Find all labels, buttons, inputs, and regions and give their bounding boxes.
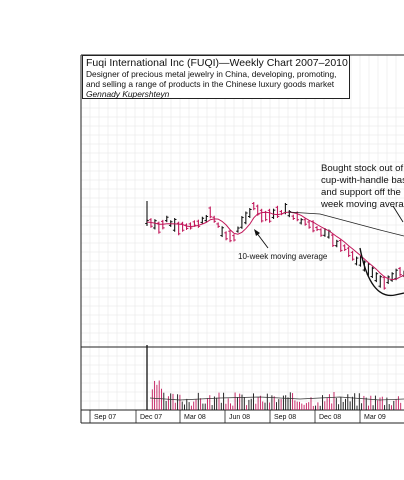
x-tick-label: Jun 08 <box>229 414 250 421</box>
volume-moving-average-line <box>149 396 404 401</box>
caption-description-line1: Designer of precious metal jewelry in Ch… <box>86 69 337 79</box>
x-tick-label: Dec 08 <box>319 414 341 421</box>
buy-annotation-line3: and support off the <box>321 187 401 198</box>
x-tick-label: Dec 07 <box>140 414 162 421</box>
buy-annotation-line1: Bought stock out of <box>321 163 404 174</box>
moving-average-arrow-line <box>255 231 269 249</box>
chart-caption: Fuqi International Inc (FUQI)—Weekly Cha… <box>82 55 350 99</box>
buy-annotation-line2: cup-with-handle bas <box>321 175 404 186</box>
long-term-moving-average-line <box>287 211 404 237</box>
buy-point-arrow-line <box>392 205 404 223</box>
volume-bars <box>146 345 404 410</box>
x-tick-label: Sep 07 <box>94 414 116 421</box>
x-tick-label: Mar 09 <box>364 414 386 421</box>
chart-grid <box>81 55 404 410</box>
caption-description-line2: and selling a range of products in the C… <box>86 79 335 89</box>
chart-title: Fuqi International Inc (FUQI)—Weekly Cha… <box>86 57 348 69</box>
caption-author: Gennady Kupershteyn <box>86 89 170 99</box>
x-tick-label: Sep 08 <box>274 414 296 421</box>
moving-average-arrow-head <box>254 229 260 236</box>
buy-point-annotation: Bought stock out of cup-with-handle bas … <box>321 163 404 211</box>
cup-outline <box>359 247 404 297</box>
chart-frame <box>80 54 404 424</box>
moving-average-annotation: 10-week moving average <box>238 252 328 261</box>
annotation-graphics <box>254 205 404 297</box>
buy-annotation-line4: week moving averag <box>321 199 404 210</box>
x-tick-label: Mar 08 <box>184 414 206 421</box>
x-axis-ticks: Sep 07 Dec 07 Mar 08 Jun 08 Sep 08 Dec 08 Mar … <box>89 410 386 423</box>
